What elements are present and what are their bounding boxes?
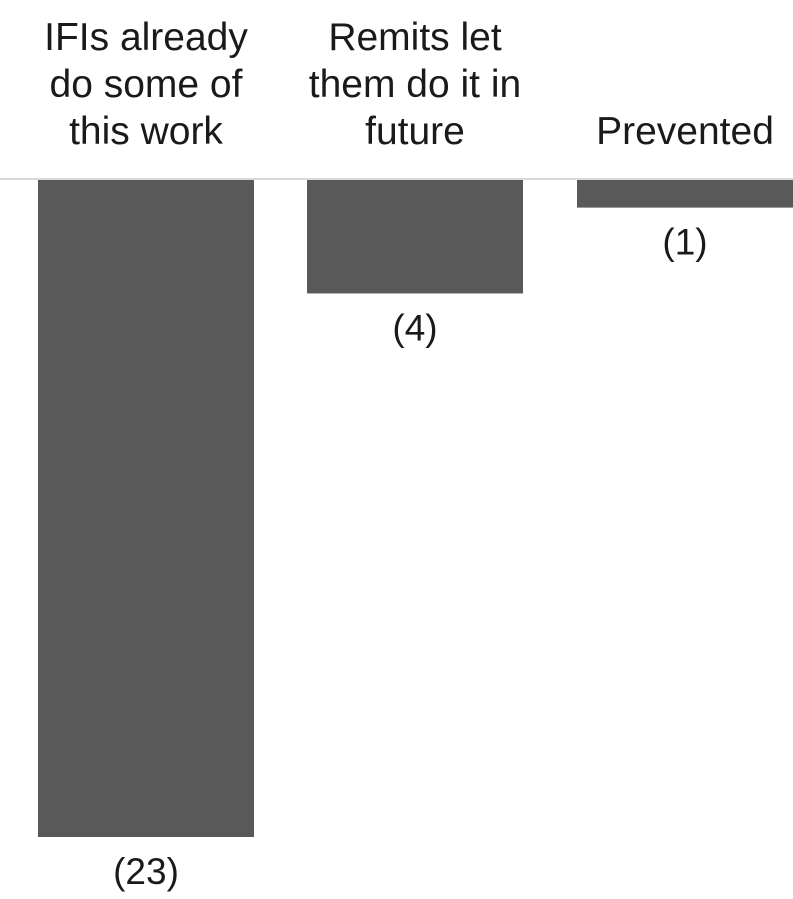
value-labels-group: (23) (4) (1) — [113, 222, 708, 892]
value-label-2: (1) — [662, 222, 707, 263]
bar-2 — [577, 179, 793, 208]
category-label-1-line-2: future — [365, 110, 465, 153]
category-label-1-line-0: Remits let — [328, 16, 502, 59]
bar-0 — [38, 179, 254, 837]
value-label-0: (23) — [113, 851, 179, 892]
category-label-0-line-2: this work — [69, 110, 223, 153]
category-label-1-line-1: them do it in — [309, 63, 521, 106]
category-label-0-line-0: IFIs already — [44, 16, 248, 59]
value-label-1: (4) — [392, 307, 437, 348]
category-label-2-line-0: Prevented — [596, 110, 774, 153]
bars-group — [38, 179, 793, 837]
bar-1 — [307, 179, 523, 294]
category-label-0-line-1: do some of — [50, 63, 243, 106]
